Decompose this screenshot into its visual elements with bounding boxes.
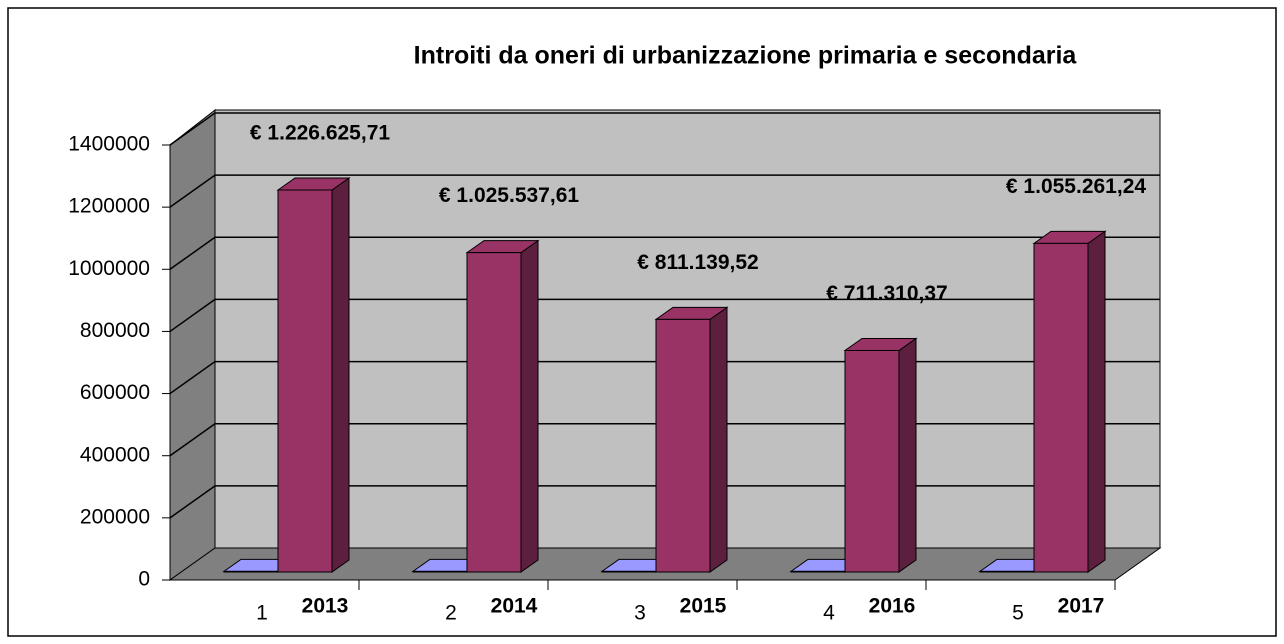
bar bbox=[466, 252, 522, 573]
bar bbox=[979, 570, 1035, 573]
y-tick-label: 800000 bbox=[80, 319, 150, 342]
y-tick-label: 1200000 bbox=[68, 195, 150, 218]
grid-line bbox=[169, 174, 1160, 208]
bar bbox=[277, 189, 333, 573]
bar bbox=[655, 318, 711, 573]
chart-title: Introiti da oneri di urbanizzazione prim… bbox=[414, 42, 1078, 70]
y-tick-label: 1000000 bbox=[68, 257, 150, 280]
x-tick-label: 4 bbox=[823, 602, 835, 625]
bar bbox=[412, 570, 468, 573]
data-label: 2013 bbox=[302, 595, 349, 618]
data-label: € 1.226.625,71 bbox=[250, 122, 390, 145]
data-label: € 1.025.537,61 bbox=[439, 184, 579, 207]
x-tick-label: 1 bbox=[256, 602, 268, 625]
bar-side bbox=[709, 306, 728, 573]
y-tick-label: 200000 bbox=[80, 505, 150, 528]
bar bbox=[790, 570, 846, 573]
data-label: € 811.139,52 bbox=[637, 251, 758, 274]
bar-side bbox=[331, 177, 350, 573]
data-label: 2015 bbox=[680, 595, 727, 618]
bar-side bbox=[898, 337, 917, 573]
data-label: € 711.310,37 bbox=[826, 282, 947, 305]
data-label: 2014 bbox=[491, 595, 538, 618]
data-label: 2017 bbox=[1058, 595, 1105, 618]
bar bbox=[844, 349, 900, 573]
x-tick-label: 3 bbox=[634, 602, 646, 625]
bar bbox=[601, 570, 657, 573]
grid-line bbox=[169, 236, 1160, 270]
bar-side bbox=[520, 239, 539, 573]
bar bbox=[223, 570, 279, 573]
grid-line bbox=[169, 298, 1160, 333]
y-tick-label: 1400000 bbox=[68, 133, 150, 156]
y-tick-label: 0 bbox=[138, 568, 150, 591]
y-tick-label: 400000 bbox=[80, 443, 150, 466]
y-tick-label: 600000 bbox=[80, 381, 150, 404]
grid-line bbox=[169, 112, 1160, 146]
data-label: € 1.055.261,24 bbox=[1006, 175, 1146, 198]
bar bbox=[1033, 242, 1089, 573]
data-label: 2016 bbox=[869, 595, 916, 618]
x-tick-label: 5 bbox=[1012, 602, 1024, 625]
bar-side bbox=[1087, 230, 1106, 573]
x-tick-label: 2 bbox=[445, 602, 457, 625]
